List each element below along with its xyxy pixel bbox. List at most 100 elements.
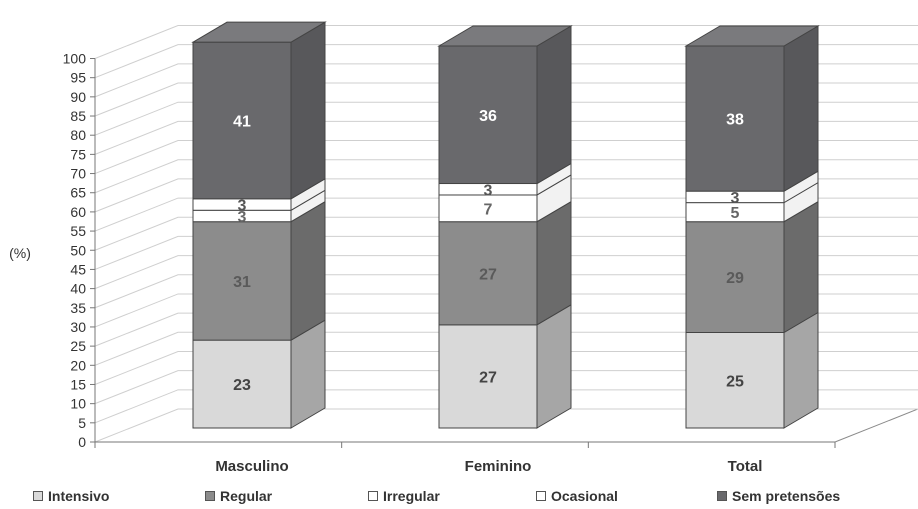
gridline bbox=[94, 216, 918, 251]
legend-item: Regular bbox=[205, 488, 272, 504]
y-tick-label: 5 bbox=[78, 415, 86, 431]
gridline bbox=[94, 82, 918, 117]
gridline bbox=[94, 235, 918, 270]
category-label: Feminino bbox=[465, 458, 532, 475]
bar-top bbox=[684, 25, 820, 47]
legend-swatch bbox=[536, 491, 546, 501]
bar-top bbox=[437, 25, 573, 47]
gridline bbox=[94, 274, 918, 309]
gridline bbox=[94, 197, 918, 232]
y-tick-label: 50 bbox=[70, 242, 86, 258]
gridline bbox=[94, 293, 918, 328]
legend-item: Intensivo bbox=[33, 488, 109, 504]
y-tick-label: 40 bbox=[70, 281, 86, 297]
data-label: 3 bbox=[731, 190, 740, 207]
y-tick-label: 90 bbox=[70, 89, 86, 105]
data-label: 41 bbox=[233, 113, 251, 130]
axes: 0510152025303540455055606570758085909510… bbox=[9, 51, 836, 450]
bar-segment bbox=[192, 339, 292, 429]
y-tick-label: 25 bbox=[70, 338, 86, 354]
legend: Intensivo Regular Irregular Ocasional Sem pr… bbox=[0, 488, 918, 508]
gridline bbox=[94, 408, 918, 443]
gridline bbox=[94, 63, 918, 98]
legend-label: Irregular bbox=[383, 488, 440, 504]
bar-side bbox=[783, 200, 819, 334]
y-tick-label: 100 bbox=[63, 51, 87, 67]
bar-side bbox=[536, 303, 572, 429]
legend-item: Sem pretensões bbox=[717, 488, 840, 504]
y-tick-label: 30 bbox=[70, 319, 86, 335]
gridline bbox=[94, 255, 918, 290]
bar-side bbox=[536, 200, 572, 326]
data-label: 29 bbox=[726, 270, 744, 287]
gridline bbox=[94, 44, 918, 79]
gridline bbox=[94, 312, 918, 347]
y-tick-label: 15 bbox=[70, 376, 86, 392]
bar-segment bbox=[685, 332, 785, 429]
y-axis-title: (%) bbox=[9, 245, 31, 261]
gridline bbox=[94, 178, 918, 213]
bar-segment bbox=[438, 324, 538, 429]
data-label: 23 bbox=[233, 377, 251, 394]
legend-label: Regular bbox=[220, 488, 273, 504]
legend-swatch bbox=[717, 491, 727, 501]
y-tick-label: 85 bbox=[70, 108, 86, 124]
gridline bbox=[94, 331, 918, 366]
gridlines bbox=[94, 25, 918, 443]
y-tick-label: 55 bbox=[70, 223, 86, 239]
legend-item: Irregular bbox=[368, 488, 440, 504]
gridline bbox=[94, 370, 918, 405]
bar-side bbox=[290, 21, 326, 200]
data-label: 3 bbox=[484, 182, 493, 199]
category-label: Total bbox=[728, 458, 763, 475]
data-label: 36 bbox=[479, 108, 497, 125]
bar-side bbox=[290, 200, 326, 342]
bar-segment bbox=[438, 45, 538, 185]
data-label: 3 bbox=[238, 198, 247, 215]
bar-top bbox=[191, 21, 327, 43]
category-label: Masculino bbox=[215, 458, 288, 475]
bar-segment bbox=[438, 194, 538, 223]
gridline bbox=[94, 159, 918, 194]
legend-swatch bbox=[205, 491, 215, 501]
y-tick-label: 70 bbox=[70, 166, 86, 182]
bar-segment bbox=[192, 221, 292, 341]
data-label: 3 bbox=[238, 209, 247, 226]
gridline bbox=[94, 350, 918, 385]
y-tick-label: 80 bbox=[70, 127, 86, 143]
gridline bbox=[94, 120, 918, 155]
y-tick-label: 35 bbox=[70, 300, 86, 316]
gridline bbox=[94, 101, 918, 136]
legend-label: Sem pretensões bbox=[732, 488, 841, 504]
y-tick-label: 95 bbox=[70, 70, 86, 86]
bar-segment bbox=[685, 45, 785, 192]
data-label: 5 bbox=[731, 205, 740, 222]
y-tick-label: 75 bbox=[70, 146, 86, 162]
data-label: 25 bbox=[726, 373, 744, 390]
legend-label: Ocasional bbox=[551, 488, 618, 504]
y-tick-label: 60 bbox=[70, 204, 86, 220]
gridline bbox=[94, 25, 918, 59]
legend-swatch bbox=[33, 491, 43, 501]
y-tick-label: 45 bbox=[70, 261, 86, 277]
y-tick-label: 65 bbox=[70, 185, 86, 201]
data-label: 27 bbox=[479, 266, 497, 283]
bars bbox=[191, 21, 820, 429]
y-tick-label: 10 bbox=[70, 396, 86, 412]
labels: 23313341Masculino27277336Feminino2529533… bbox=[215, 108, 762, 475]
bar-side bbox=[536, 25, 572, 185]
bar-segment bbox=[192, 41, 292, 200]
legend-swatch bbox=[368, 491, 378, 501]
gridline bbox=[94, 389, 918, 424]
y-tick-label: 0 bbox=[78, 434, 86, 450]
data-label: 27 bbox=[479, 369, 497, 386]
bar-side bbox=[783, 25, 819, 193]
bar-segment bbox=[438, 221, 538, 326]
data-label: 7 bbox=[484, 201, 493, 218]
gridline bbox=[94, 140, 918, 175]
legend-item: Ocasional bbox=[536, 488, 618, 504]
data-label: 38 bbox=[726, 112, 744, 129]
y-tick-label: 20 bbox=[70, 357, 86, 373]
floor-right-edge bbox=[834, 408, 918, 443]
